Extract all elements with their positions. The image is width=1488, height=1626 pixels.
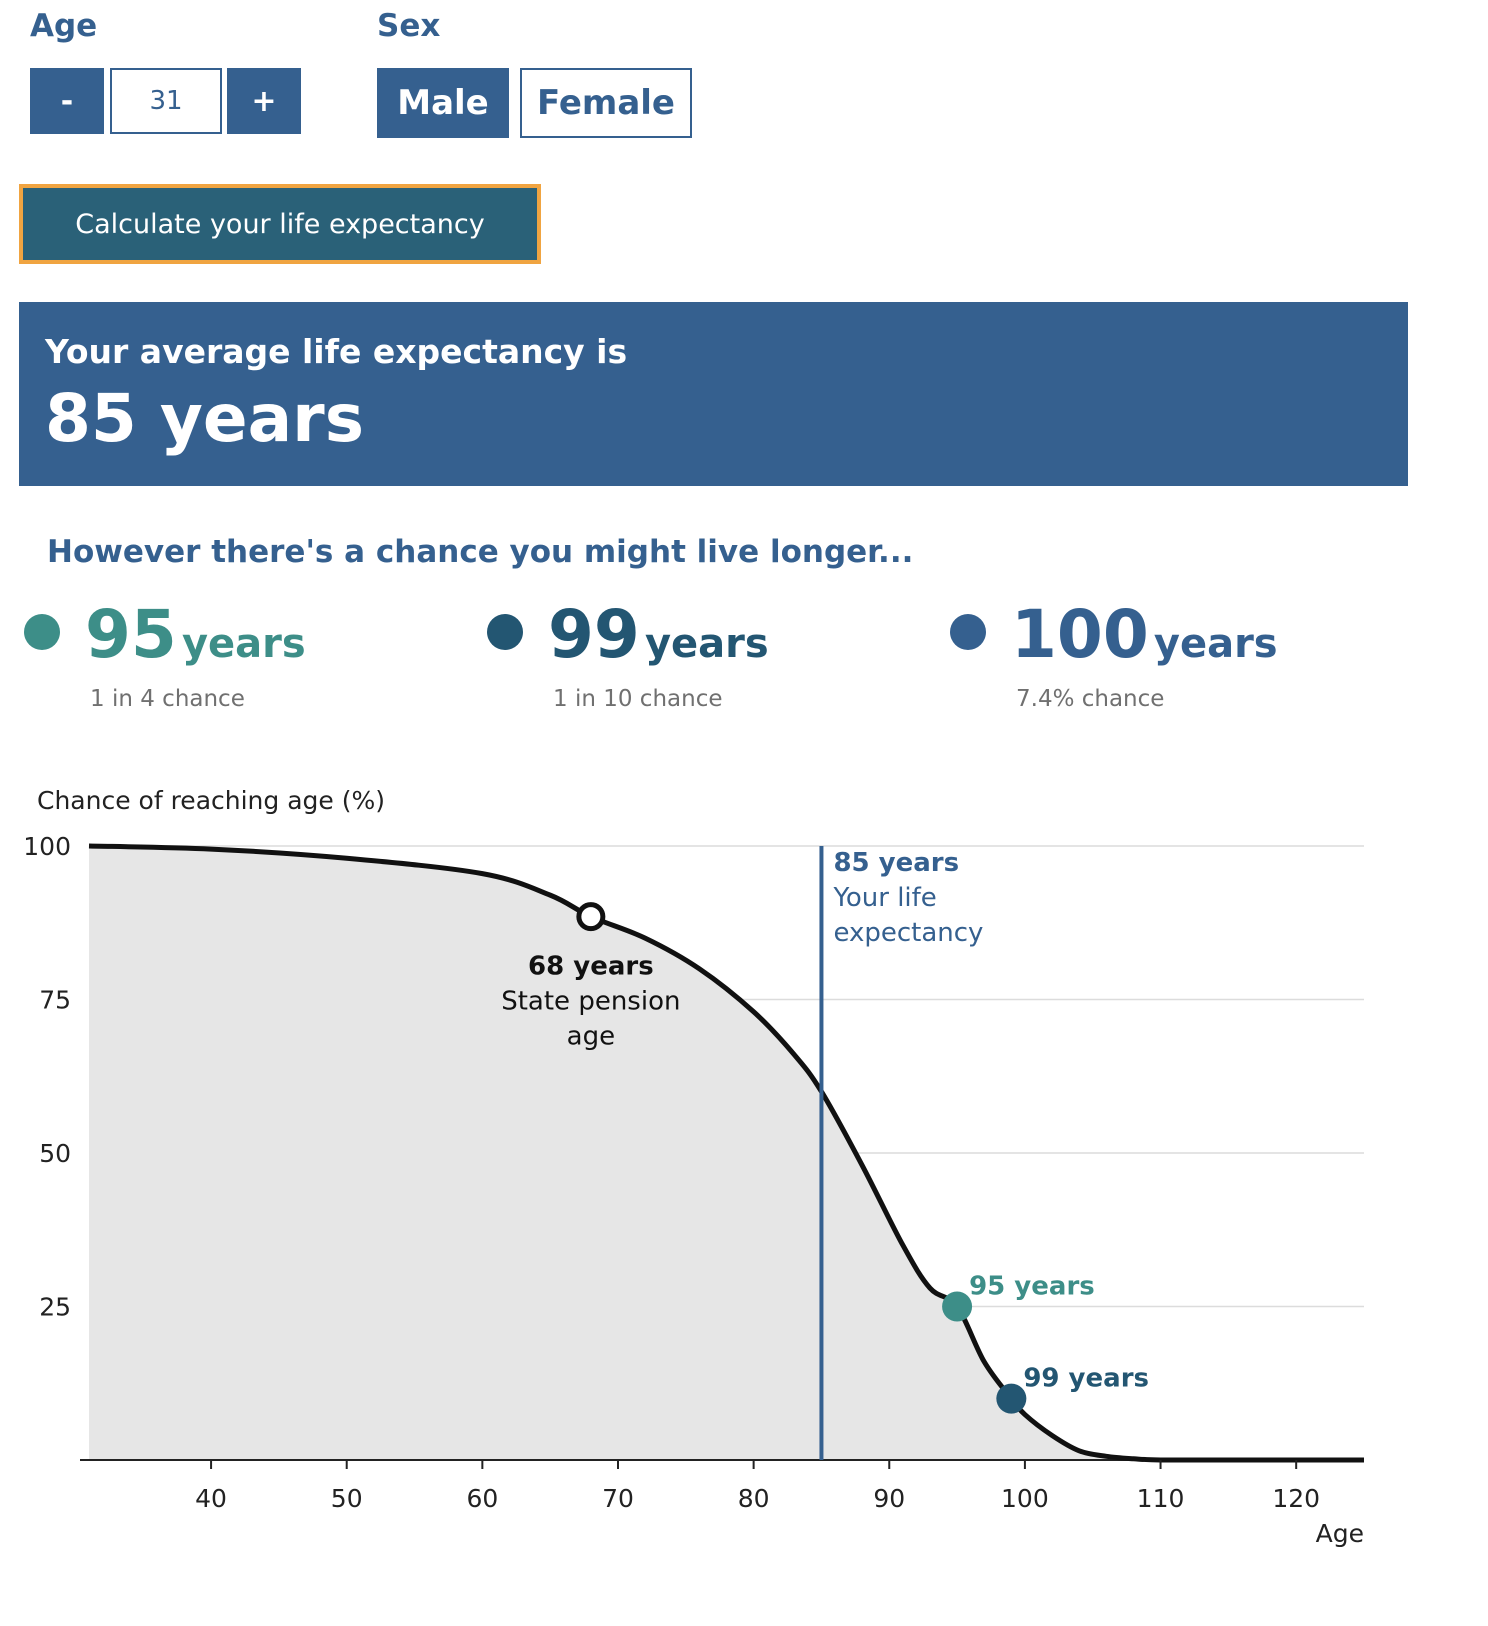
stat-dot-icon [24, 614, 60, 650]
stat-chance: 7.4% chance [1016, 686, 1165, 712]
survival-curve [88, 843, 1364, 1463]
age-95-marker [942, 1291, 973, 1322]
chart-y-title: Chance of reaching age (%) [37, 786, 385, 815]
stat-number: 99 [548, 596, 640, 673]
pension-age-caption: age [567, 1022, 615, 1052]
stat-chance: 1 in 10 chance [553, 686, 723, 712]
age-label: Age [30, 8, 98, 44]
live-longer-heading: However there's a chance you might live … [47, 534, 914, 570]
stat-number: 100 [1011, 596, 1149, 673]
stat-dot-icon [950, 614, 986, 650]
x-tick-label: 40 [195, 1484, 227, 1513]
age-99-label: 99 years [1023, 1364, 1149, 1394]
x-tick-label: 80 [738, 1484, 770, 1513]
x-tick-label: 100 [1001, 1484, 1049, 1513]
y-tick-label: 100 [23, 832, 71, 861]
stat-unit: years [644, 621, 769, 667]
calculate-button[interactable]: Calculate your life expectancy [19, 184, 541, 264]
stat-95-years: 95 years 1 in 4 chance [24, 600, 444, 720]
stat-unit: years [181, 621, 306, 667]
sex-label: Sex [377, 8, 441, 44]
pension-age-caption: State pension [501, 987, 680, 1017]
stat-chance: 1 in 4 chance [90, 686, 245, 712]
result-lead: Your average life expectancy is [45, 332, 628, 371]
age-95-label: 95 years [969, 1272, 1095, 1302]
x-tick-label: 60 [466, 1484, 498, 1513]
life-expectancy-caption: Your life [832, 883, 936, 913]
sex-female-button[interactable]: Female [520, 68, 692, 138]
age-input[interactable] [110, 68, 222, 134]
x-tick-label: 110 [1137, 1484, 1185, 1513]
survival-area [89, 846, 1364, 1461]
chart-x-title: Age [1316, 1519, 1364, 1548]
y-tick-label: 50 [39, 1139, 71, 1168]
age-decrement-button[interactable]: - [30, 68, 104, 134]
pension-age-marker [576, 902, 606, 932]
stat-dot-icon [487, 614, 523, 650]
pension-age-title: 68 years [528, 952, 654, 982]
stat-99-years: 99 years 1 in 10 chance [487, 600, 907, 720]
stat-number: 95 [85, 596, 177, 673]
age-increment-button[interactable]: + [227, 68, 301, 134]
x-tick-label: 120 [1272, 1484, 1320, 1513]
y-tick-label: 25 [39, 1293, 71, 1322]
x-tick-label: 70 [602, 1484, 634, 1513]
age-99-marker [996, 1383, 1027, 1414]
x-tick-label: 90 [873, 1484, 905, 1513]
life-expectancy-title: 85 years [833, 848, 959, 878]
result-banner: Your average life expectancy is 85 years [19, 302, 1408, 486]
result-value: 85 years [45, 380, 364, 457]
stat-100-years: 100 years 7.4% chance [950, 600, 1390, 720]
stat-unit: years [1153, 621, 1278, 667]
sex-male-button[interactable]: Male [377, 68, 509, 138]
y-tick-label: 75 [39, 986, 71, 1015]
x-tick-label: 50 [331, 1484, 363, 1513]
life-expectancy-caption: expectancy [833, 918, 983, 948]
